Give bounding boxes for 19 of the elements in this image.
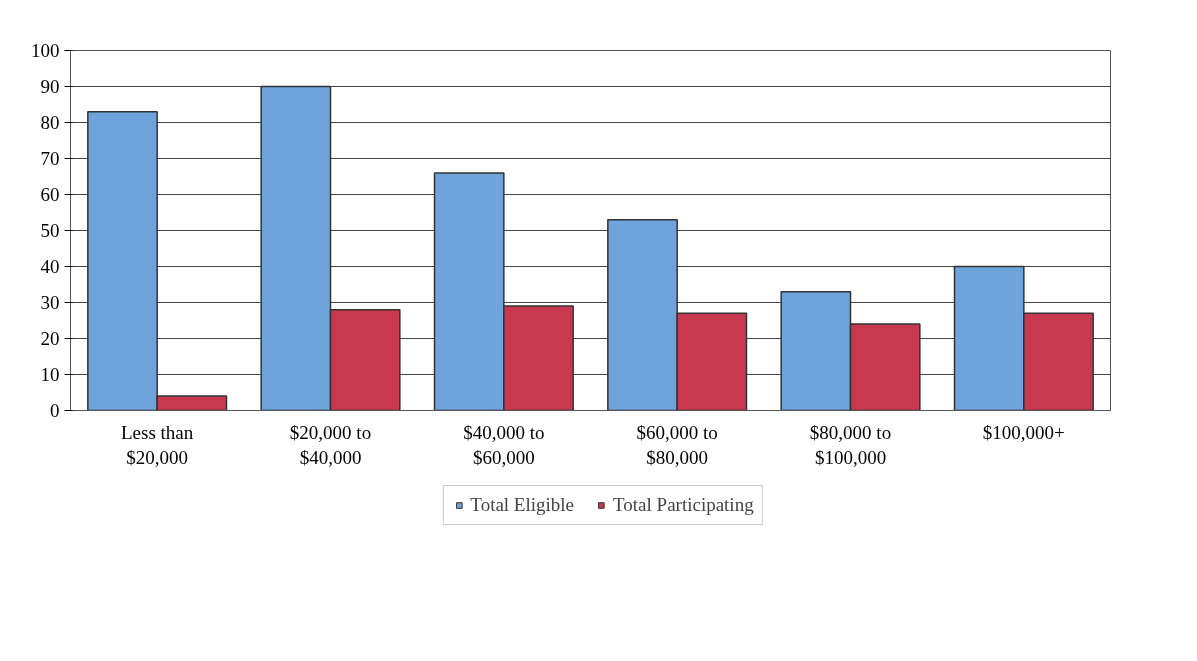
- y-tick-label: 70: [40, 148, 60, 169]
- x-tick-label: $60,000 to $80,000: [636, 421, 718, 468]
- y-tick-label: 80: [40, 112, 60, 133]
- y-tick-label: 40: [40, 256, 60, 277]
- y-tick-label: 50: [40, 220, 60, 241]
- y-tick-label: 30: [40, 292, 60, 313]
- x-tick-label: $20,000 to $40,000: [289, 421, 372, 468]
- y-tick-label: 10: [40, 364, 60, 385]
- x-tick-label: $40,000 to $60,000: [463, 421, 545, 468]
- y-tick-label: 0: [50, 400, 60, 421]
- x-tick-label: $100,000+: [982, 421, 1065, 443]
- x-tick-label: $80,000 to $100,000: [809, 421, 892, 468]
- legend-label: Total Eligible: [470, 494, 575, 516]
- legend-label: Total Participating: [613, 494, 754, 516]
- y-tick-label: 20: [40, 328, 60, 349]
- y-tick-label: 60: [40, 184, 60, 205]
- y-tick-label: 90: [40, 76, 60, 97]
- x-tick-label: Less than $20,000: [121, 421, 194, 468]
- y-tick-label: 100: [31, 40, 60, 61]
